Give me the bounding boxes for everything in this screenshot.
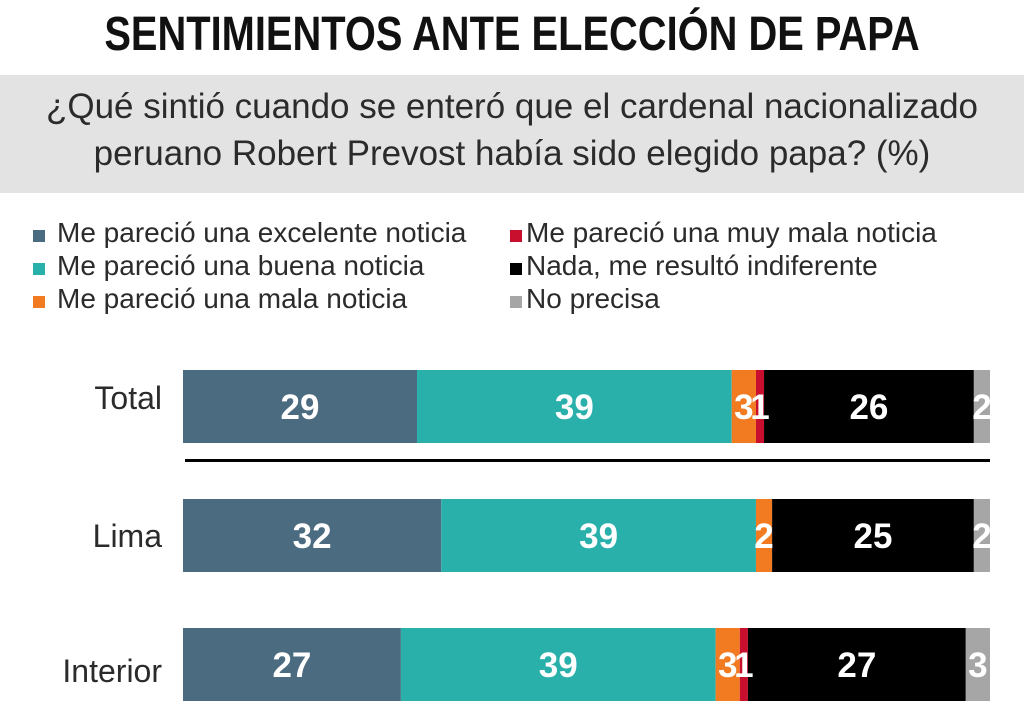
legend-item-no-precisa: No precisa xyxy=(510,282,937,315)
stacked-bar-chart: Total Lima Interior 29 39 31 26 232 39 2 25 227 3… xyxy=(62,370,991,701)
legend-swatch xyxy=(33,230,45,242)
legend-label: No precisa xyxy=(526,283,660,314)
bar-segment-interior-me-parecio-una-excelente-noticia xyxy=(183,628,401,701)
bar-row-total xyxy=(183,370,990,443)
bar-row-interior xyxy=(183,628,990,701)
data-label-total-no-precisa: 2 xyxy=(972,388,991,427)
category-label-total: Total xyxy=(94,380,162,416)
legend-label: Me pareció una buena noticia xyxy=(57,250,425,281)
data-label-lima-no-precisa: 2 xyxy=(972,517,991,556)
legend-item-mala-noticia: Me pareció una mala noticia xyxy=(33,282,466,315)
bar-segment-lima-nada-me-resulto-indiferente xyxy=(772,499,974,572)
bar-segment-total-me-parecio-una-buena-noticia xyxy=(417,370,732,443)
bar-segment-interior-nada-me-resulto-indiferente xyxy=(747,628,966,701)
bar-segment-interior-me-parecio-una-mala-noticia xyxy=(715,628,740,701)
data-label-lima-nada-me-resulto-indiferente: 25 xyxy=(854,517,893,556)
legend-swatch xyxy=(33,296,45,308)
legend-column-left: Me pareció una excelente noticia Me pare… xyxy=(33,216,466,315)
data-label-total-me-parecio-una-excelente-noticia: 29 xyxy=(281,388,320,427)
legend-label: Me pareció una muy mala noticia xyxy=(526,217,937,248)
bar-segment-interior-no-precisa xyxy=(965,628,990,701)
bar-segment-lima-me-parecio-una-buena-noticia xyxy=(441,499,756,572)
bar-segments xyxy=(183,370,990,701)
data-label-interior-me-parecio-una-muy-mala-noticia: 1 xyxy=(734,646,753,685)
data-label-interior-me-parecio-una-buena-noticia: 39 xyxy=(539,646,578,685)
bar-segment-total-no-precisa xyxy=(973,370,990,443)
legend-label: Nada, me resultó indiferente xyxy=(526,250,878,281)
data-label-lima-me-parecio-una-mala-noticia: 2 xyxy=(754,517,773,556)
legend-label: Me pareció una mala noticia xyxy=(57,283,408,314)
bar-row-lima xyxy=(183,499,990,572)
category-label-lima: Lima xyxy=(93,518,163,554)
data-label-lima-me-parecio-una-excelente-noticia: 32 xyxy=(293,517,332,556)
bar-segment-total-me-parecio-una-mala-noticia xyxy=(731,370,756,443)
legend-label: Me pareció una excelente noticia xyxy=(57,217,467,248)
legend-swatch xyxy=(510,296,522,308)
subtitle-line-1: ¿Qué sintió cuando se enteró que el card… xyxy=(45,87,978,126)
data-label-total-me-parecio-una-buena-noticia: 39 xyxy=(555,388,594,427)
data-label-lima-me-parecio-una-buena-noticia: 39 xyxy=(579,517,618,556)
data-label-total-me-parecio-una-mala-noticia: 3 xyxy=(734,388,753,427)
bar-segment-interior-me-parecio-una-buena-noticia xyxy=(400,628,716,701)
category-label-interior: Interior xyxy=(62,653,162,689)
legend-swatch xyxy=(33,263,45,275)
legend-item-indiferente: Nada, me resultó indiferente xyxy=(510,249,937,282)
data-label-interior-me-parecio-una-excelente-noticia: 27 xyxy=(272,646,311,685)
legend-column-right: Me pareció una muy mala noticia Nada, me… xyxy=(510,216,937,315)
chart-title: SENTIMIENTOS ANTE ELECCIÓN DE PAPA xyxy=(104,8,920,61)
data-labels: 29 39 31 26 232 39 2 25 227 39 31 27 3 xyxy=(272,388,991,685)
bar-segment-total-nada-me-resulto-indiferente xyxy=(764,370,974,443)
bar-segment-lima-me-parecio-una-mala-noticia xyxy=(755,499,773,572)
legend-item-muy-mala-noticia: Me pareció una muy mala noticia xyxy=(510,216,937,249)
data-label-layer: 29 39 31 26 232 39 2 25 227 39 31 27 3 xyxy=(272,388,991,685)
data-label-total-nada-me-resulto-indiferente: 26 xyxy=(849,388,888,427)
bar-segment-lima-no-precisa xyxy=(973,499,990,572)
bar-segment-interior-me-parecio-una-muy-mala-noticia xyxy=(739,628,748,701)
data-label-interior-me-parecio-una-mala-noticia: 3 xyxy=(718,646,737,685)
legend-swatch xyxy=(510,230,522,242)
data-label-interior-no-precisa: 3 xyxy=(968,646,987,685)
data-label-interior-nada-me-resulto-indiferente: 27 xyxy=(837,646,876,685)
chart-subtitle: ¿Qué sintió cuando se enteró que el card… xyxy=(0,75,1024,193)
legend-item-buena-noticia: Me pareció una buena noticia xyxy=(33,249,466,282)
bar-segment-lima-me-parecio-una-excelente-noticia xyxy=(183,499,442,572)
legend-item-excelente-noticia: Me pareció una excelente noticia xyxy=(33,216,466,249)
subtitle-line-2: peruano Robert Prevost había sido elegid… xyxy=(93,134,931,173)
bar-segment-total-me-parecio-una-excelente-noticia xyxy=(183,370,418,443)
data-label-total-me-parecio-una-muy-mala-noticia: 1 xyxy=(750,388,769,427)
bar-segment-total-me-parecio-una-muy-mala-noticia xyxy=(755,370,765,443)
legend-swatch xyxy=(510,263,522,275)
